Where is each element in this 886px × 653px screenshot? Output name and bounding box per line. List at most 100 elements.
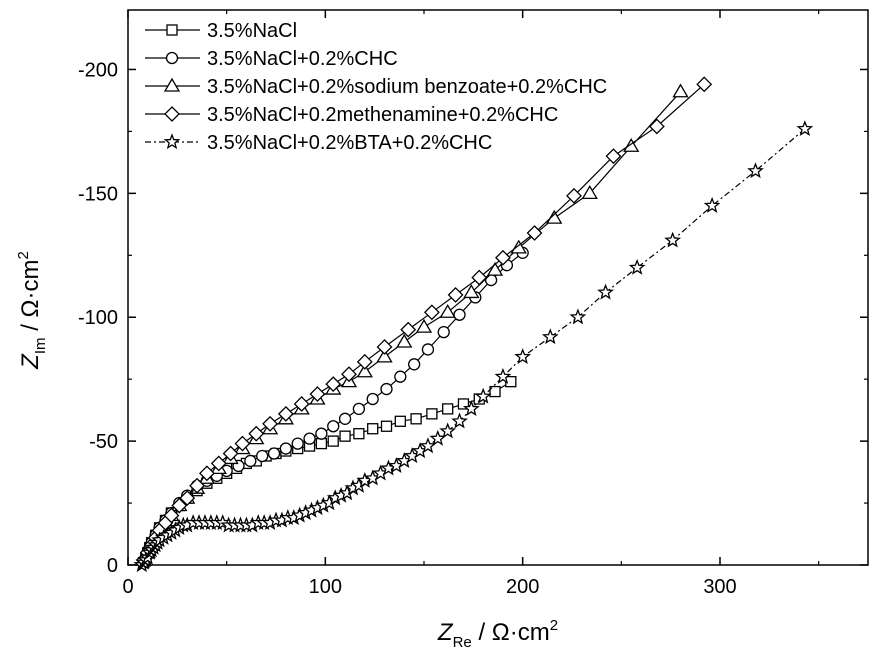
- data-point-diamond: [277, 405, 294, 422]
- data-point-diamond: [341, 366, 357, 383]
- data-point-diamond: [248, 425, 265, 442]
- data-point-star: [514, 348, 532, 365]
- data-point-diamond: [526, 225, 543, 241]
- data-point-circle: [303, 432, 316, 445]
- x-axis-title-symbol: Z: [437, 619, 454, 646]
- data-point-diamond: [566, 187, 582, 204]
- data-point-diamond: [423, 304, 440, 321]
- data-point-circle: [315, 427, 328, 440]
- y-tick-label: -200: [78, 59, 118, 81]
- legend-marker-square: [166, 24, 178, 36]
- series-layer: [133, 76, 814, 573]
- legend-marker-diamond: [164, 106, 180, 122]
- data-point-triangle: [396, 333, 413, 348]
- data-point-diamond: [163, 507, 180, 524]
- series-star: [133, 120, 814, 573]
- data-point-triangle: [581, 185, 598, 199]
- data-point-triangle: [546, 209, 563, 224]
- y-tick-label: -100: [78, 307, 118, 329]
- data-point-square: [380, 420, 393, 432]
- data-point-triangle: [356, 363, 373, 378]
- data-point-diamond: [696, 76, 713, 93]
- y-tick-label: -150: [78, 183, 118, 205]
- y-axis-title-superscript: 2: [15, 251, 32, 259]
- x-axis-title-unit: / Ω·cm: [472, 619, 550, 646]
- data-point-square: [353, 428, 365, 440]
- data-point-triangle: [463, 284, 480, 299]
- data-point-triangle: [623, 137, 640, 152]
- plot-frame: [127, 9, 869, 566]
- data-point-diamond: [605, 148, 622, 165]
- data-point-circle: [366, 392, 379, 406]
- data-point-diamond: [495, 249, 511, 266]
- series-line: [141, 128, 806, 566]
- x-axis-title-superscript: 2: [550, 617, 558, 634]
- data-point-square: [442, 403, 454, 415]
- data-point-triangle: [486, 261, 504, 276]
- data-point-square: [394, 415, 406, 427]
- y-axis-ticks: 0 -50 -100 -150 -200: [78, 59, 868, 577]
- series-line: [143, 381, 512, 563]
- data-point-triangle: [415, 318, 433, 333]
- data-point-circle: [484, 273, 498, 287]
- data-point-square: [327, 435, 339, 447]
- y-axis-title: ZIm / Ω·cm2: [15, 251, 49, 370]
- data-point-star: [664, 231, 682, 248]
- data-point-star: [597, 283, 614, 300]
- data-point-square: [489, 385, 501, 398]
- data-point-circle: [437, 325, 450, 339]
- y-axis-title-symbol: Z: [17, 353, 44, 370]
- data-point-triangle: [376, 348, 393, 363]
- data-point-star: [569, 308, 587, 325]
- data-point-star: [541, 328, 559, 345]
- legend: 3.5%NaCl 3.5%NaCl+0.2%CHC 3.5%NaCl+0.2%sod…: [145, 20, 607, 154]
- data-point-star: [494, 367, 512, 384]
- data-point-star: [462, 400, 480, 417]
- data-point-star: [419, 437, 437, 454]
- data-point-diamond: [262, 415, 278, 432]
- y-axis-title-subscript: Im: [32, 337, 49, 354]
- legend-item: 3.5%NaCl: [145, 20, 297, 42]
- data-point-diamond: [210, 455, 227, 472]
- data-point-square: [367, 423, 379, 435]
- data-point-diamond: [293, 396, 310, 412]
- data-point-circle: [267, 447, 281, 460]
- data-point-circle: [244, 454, 257, 468]
- x-axis-title: ZRe / Ω·cm2: [437, 617, 558, 651]
- data-point-circle: [407, 358, 421, 371]
- data-point-star: [796, 120, 814, 137]
- legend-item: 3.5%NaCl+0.2%sodium benzoate+0.2%CHC: [145, 76, 607, 98]
- data-point-circle: [394, 370, 407, 383]
- data-point-circle: [421, 343, 435, 356]
- legend-marker-circle: [165, 51, 179, 65]
- x-tick-label: 200: [506, 576, 539, 598]
- data-point-diamond: [648, 118, 665, 135]
- data-point-diamond: [179, 490, 196, 507]
- legend-marker-triangle: [163, 77, 181, 92]
- legend-label: 3.5%NaCl: [207, 20, 297, 42]
- legend-label: 3.5%NaCl+0.2%BTA+0.2%CHC: [207, 132, 492, 154]
- data-point-star: [747, 162, 764, 179]
- x-tick-label: 100: [309, 576, 342, 598]
- data-point-square: [410, 413, 422, 425]
- data-point-square: [426, 408, 438, 420]
- data-point-star: [439, 422, 457, 439]
- x-axis-ticks: 0 100 200 300: [122, 10, 820, 598]
- data-point-triangle: [510, 239, 527, 254]
- data-point-square: [339, 430, 351, 442]
- data-point-diamond: [199, 465, 215, 482]
- data-point-star: [451, 412, 468, 429]
- legend-label: 3.5%NaCl+0.2methenamine+0.2%CHC: [207, 104, 558, 126]
- data-point-diamond: [309, 386, 326, 402]
- data-point-square: [457, 398, 470, 410]
- legend-item: 3.5%NaCl+0.2%BTA+0.2%CHC: [145, 132, 492, 154]
- data-point-circle: [291, 437, 304, 450]
- series-diamond: [135, 76, 713, 568]
- series-triangle: [135, 83, 689, 566]
- data-point-triangle: [439, 303, 456, 318]
- y-axis-title-unit: / Ω·cm: [17, 260, 44, 338]
- data-point-circle: [352, 402, 366, 416]
- x-tick-label: 300: [703, 576, 736, 598]
- legend-item: 3.5%NaCl+0.2methenamine+0.2%CHC: [145, 104, 558, 126]
